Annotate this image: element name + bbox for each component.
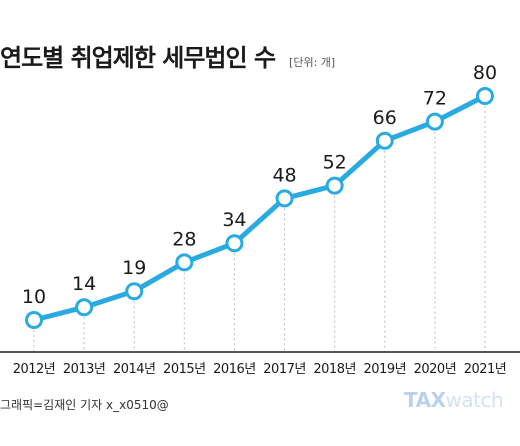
logo-tax: TAX [404, 388, 446, 412]
x-tick-label: 2019년 [364, 362, 407, 377]
x-tick-label: 2017년 [263, 362, 306, 377]
chart-title: 연도별 취업제한 세무법인 수 [0, 44, 276, 72]
x-tick-label: 2014년 [113, 362, 156, 377]
x-tick-label: 2018년 [313, 362, 356, 377]
x-tick-label: 2016년 [213, 362, 256, 377]
data-label: 19 [122, 257, 146, 279]
data-point [476, 87, 494, 105]
data-point [275, 189, 294, 208]
chart-header: 연도별 취업제한 세무법인 수 [단위: 개] [0, 38, 335, 73]
x-tick-label: 2021년 [464, 362, 507, 377]
data-label: 34 [222, 209, 246, 231]
data-point [125, 282, 144, 301]
data-point [225, 234, 244, 253]
data-label: 52 [323, 152, 347, 174]
data-label: 14 [72, 273, 96, 295]
unit-label: [단위: 개] [289, 56, 336, 69]
data-point [425, 112, 444, 131]
x-tick-label: 2020년 [414, 362, 457, 377]
graphic-credit: 그래픽=김재인 기자 x_x0510@ [0, 398, 169, 412]
data-point [325, 176, 344, 195]
x-tick-label: 2012년 [13, 362, 56, 377]
data-label: 80 [473, 62, 497, 84]
taxwatch-logo: TAXwatch [404, 388, 504, 412]
x-tick-label: 2013년 [63, 362, 106, 377]
logo-watch: watch [445, 388, 504, 412]
x-tick-label: 2015년 [163, 362, 206, 377]
data-labels: 10 14 19 28 34 48 52 66 72 80 [22, 62, 497, 308]
data-label: 28 [172, 228, 196, 250]
data-label: 10 [22, 286, 46, 308]
x-tick-labels: 2012년 2013년 2014년 2015년 2016년 2017년 2018년 2019년… [13, 362, 507, 377]
data-point [25, 311, 43, 329]
data-points [25, 87, 494, 329]
data-label: 48 [272, 164, 296, 186]
data-label: 66 [373, 107, 397, 129]
data-point [75, 298, 94, 317]
data-label: 72 [423, 88, 447, 110]
series-line [31, 93, 488, 323]
guide-lines [33, 96, 486, 352]
data-point [175, 253, 194, 272]
data-point [375, 131, 394, 150]
